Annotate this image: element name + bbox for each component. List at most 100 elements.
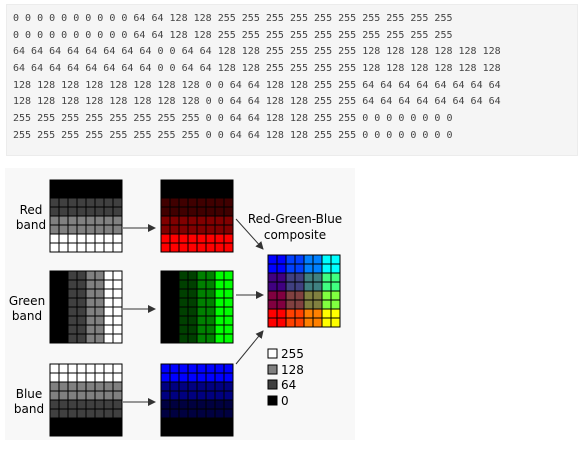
red-tinted-cell: [179, 207, 188, 216]
composite-cell: [295, 273, 304, 282]
red-grayscale-cell: [95, 198, 104, 207]
composite-cell: [277, 300, 286, 309]
red-grayscale-cell: [68, 234, 77, 243]
red-grayscale-cell: [113, 207, 122, 216]
green-grayscale-cell: [68, 316, 77, 325]
red-grayscale-cell: [77, 243, 86, 252]
green-tinted-cell: [206, 307, 215, 316]
blue-grayscale-cell: [113, 364, 122, 373]
red-tinted-cell: [161, 180, 170, 189]
green-grayscale-cell: [77, 289, 86, 298]
blue-tinted-cell: [215, 364, 224, 373]
blue-grayscale-cell: [50, 373, 59, 382]
red-grayscale-cell: [86, 198, 95, 207]
green-tinted-cell: [179, 280, 188, 289]
composite-cell: [277, 318, 286, 327]
red-grayscale-cell: [59, 189, 68, 198]
red-grayscale-cell: [86, 243, 95, 252]
red-grayscale-cell: [95, 234, 104, 243]
red-grayscale-cell: [68, 216, 77, 225]
composite-cell: [268, 309, 277, 318]
legend-label-255: 255: [281, 347, 304, 361]
green-grayscale-cell: [113, 307, 122, 316]
red-tinted-cell: [206, 180, 215, 189]
green-tinted-cell: [224, 316, 233, 325]
green-grayscale-cell: [59, 271, 68, 280]
red-tinted-cell: [224, 216, 233, 225]
red-tinted-cell: [206, 234, 215, 243]
green-grayscale-cell: [59, 325, 68, 334]
blue-grayscale-cell: [50, 391, 59, 400]
red-grayscale-cell: [50, 216, 59, 225]
blue-tinted-cell: [206, 409, 215, 418]
blue-tinted-cell: [161, 400, 170, 409]
red-tinted-cell: [170, 189, 179, 198]
green-grayscale-cell: [50, 334, 59, 343]
blue-tinted-cell: [170, 409, 179, 418]
red-tinted-cell: [215, 225, 224, 234]
green-tinted-cell: [215, 334, 224, 343]
green-tinted-cell: [161, 316, 170, 325]
blue-tinted-cell: [197, 409, 206, 418]
legend-swatch-0: [268, 396, 277, 405]
red-grayscale-cell: [95, 180, 104, 189]
code-line: 0 0 0 0 0 0 0 0 0 0 64 64 128 128 255 25…: [13, 11, 577, 28]
red-tinted-cell: [215, 243, 224, 252]
green-grayscale-cell: [77, 271, 86, 280]
green-tinted-cell: [197, 289, 206, 298]
composite-cell: [313, 318, 322, 327]
green-tinted-cell: [170, 316, 179, 325]
red-tinted-cell: [206, 216, 215, 225]
blue-grayscale-cell: [86, 391, 95, 400]
green-tinted-cell: [179, 316, 188, 325]
composite-cell: [331, 273, 340, 282]
blue-tinted-cell: [161, 364, 170, 373]
composite-cell: [304, 300, 313, 309]
red-grayscale-cell: [113, 243, 122, 252]
red-tinted-cell: [188, 216, 197, 225]
red-tinted-cell: [161, 243, 170, 252]
composite-cell: [268, 300, 277, 309]
green-grayscale-cell: [50, 271, 59, 280]
red-grayscale-cell: [77, 189, 86, 198]
green-tinted-cell: [188, 280, 197, 289]
composite-cell: [331, 282, 340, 291]
blue-grayscale-cell: [95, 427, 104, 436]
red-grayscale-cell: [77, 216, 86, 225]
red-tinted-cell: [215, 234, 224, 243]
blue-grayscale-cell: [68, 400, 77, 409]
green-tinted-cell: [161, 289, 170, 298]
blue-tinted-cell: [224, 364, 233, 373]
composite-cell: [313, 273, 322, 282]
composite-cell: [277, 255, 286, 264]
blue-grayscale-cell: [95, 418, 104, 427]
blue-tinted-cell: [188, 427, 197, 436]
blue-tinted-cell: [197, 391, 206, 400]
blue-tinted-cell: [188, 382, 197, 391]
blue-tinted-cell: [170, 427, 179, 436]
blue-grayscale-cell: [77, 409, 86, 418]
composite-cell: [286, 318, 295, 327]
red-grayscale-cell: [95, 216, 104, 225]
blue-tinted-cell: [188, 391, 197, 400]
red-grayscale-cell: [50, 243, 59, 252]
green-tinted-cell: [161, 298, 170, 307]
red-grayscale-cell: [113, 234, 122, 243]
blue-tinted-cell: [224, 382, 233, 391]
green-grayscale-cell: [86, 334, 95, 343]
red-grayscale-cell: [86, 216, 95, 225]
green-grayscale-cell: [68, 298, 77, 307]
blue-tinted-cell: [215, 400, 224, 409]
red-tinted-cell: [179, 225, 188, 234]
blue-tinted-cell: [197, 427, 206, 436]
green-band-label-line2: band: [12, 309, 42, 323]
red-tinted-cell: [215, 180, 224, 189]
red-tinted-cell: [179, 243, 188, 252]
green-grayscale-cell: [113, 316, 122, 325]
red-tinted-cell: [197, 234, 206, 243]
green-tinted-cell: [170, 307, 179, 316]
green-grayscale-cell: [59, 334, 68, 343]
code-line: 128 128 128 128 128 128 128 128 0 0 64 6…: [13, 78, 577, 95]
green-grayscale-cell: [68, 289, 77, 298]
green-grayscale-cell: [59, 298, 68, 307]
